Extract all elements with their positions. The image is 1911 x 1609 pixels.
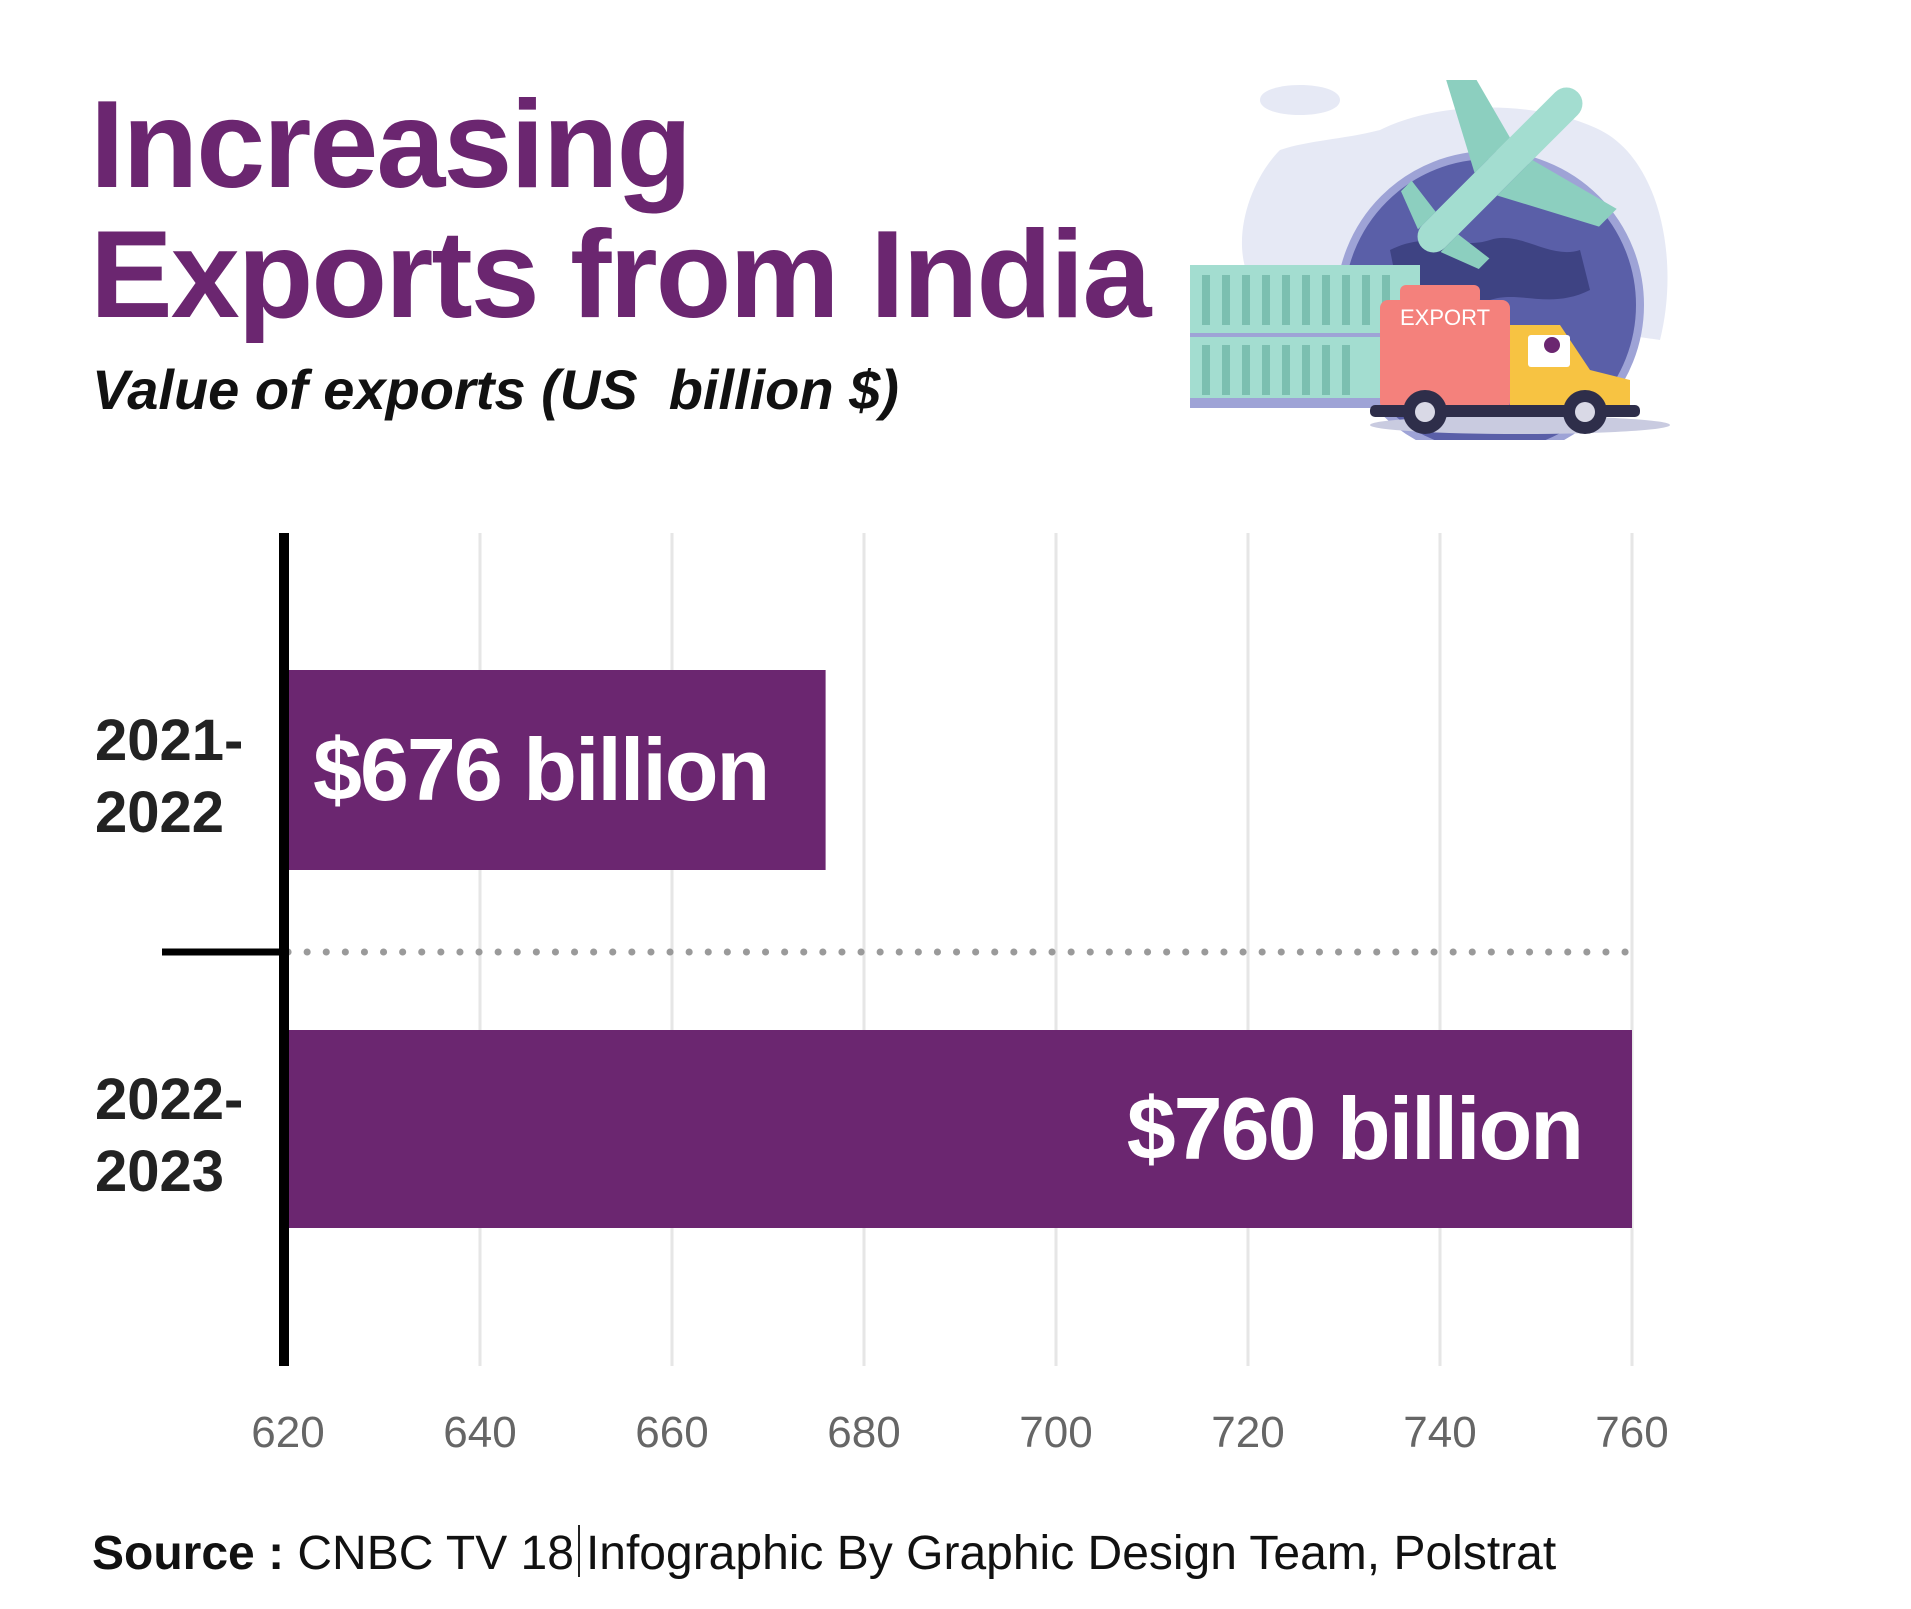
x-tick-labels: 620 640 660 680 700 720 740 760 [251, 1408, 1668, 1457]
cloud-puff [1260, 85, 1340, 115]
airplane-icon [1401, 80, 1617, 269]
bars-layer: $676 billion $760 billion [288, 670, 1632, 1228]
x-tick-label: 680 [827, 1408, 900, 1457]
export-illustration: EXPORT [1190, 80, 1670, 440]
x-tick-label: 640 [443, 1408, 516, 1457]
x-tick-label: 720 [1211, 1408, 1284, 1457]
bar-2021-2022 [288, 670, 826, 870]
category-label: 2021- [95, 708, 243, 773]
truck-label: EXPORT [1400, 305, 1490, 330]
x-tick-label: 660 [635, 1408, 708, 1457]
category-label: 2022 [95, 780, 224, 845]
category-label: 2023 [95, 1139, 224, 1204]
source-value: CNBC TV 18 [297, 1527, 574, 1580]
x-tick-label: 620 [251, 1408, 324, 1457]
page-title: Increasing Exports from India [90, 80, 1190, 340]
x-tick-label: 740 [1403, 1408, 1476, 1457]
bar-2022-2023 [288, 1030, 1632, 1228]
credit-text: Infographic By Graphic Design Team, Pols… [585, 1527, 1557, 1580]
x-tick-label: 760 [1595, 1408, 1668, 1457]
category-label: 2022- [95, 1067, 243, 1132]
title-line-2: Exports from India [90, 206, 1151, 344]
x-tick-label: 700 [1019, 1408, 1092, 1457]
chart-subtitle: Value of exports (US billion $) [92, 358, 899, 421]
source-label: Source : [92, 1527, 298, 1580]
title-line-1: Increasing [90, 76, 692, 214]
data-label: $676 billion [313, 720, 768, 819]
source-footer: Source : CNBC TV 18 Infographic By Graphi… [92, 1525, 1556, 1581]
data-label: $760 billion [1127, 1079, 1582, 1178]
category-labels: 2021- 2022 2022- 2023 [95, 708, 243, 1204]
footer-divider [577, 1525, 580, 1577]
truck-icon: EXPORT [1370, 285, 1640, 434]
